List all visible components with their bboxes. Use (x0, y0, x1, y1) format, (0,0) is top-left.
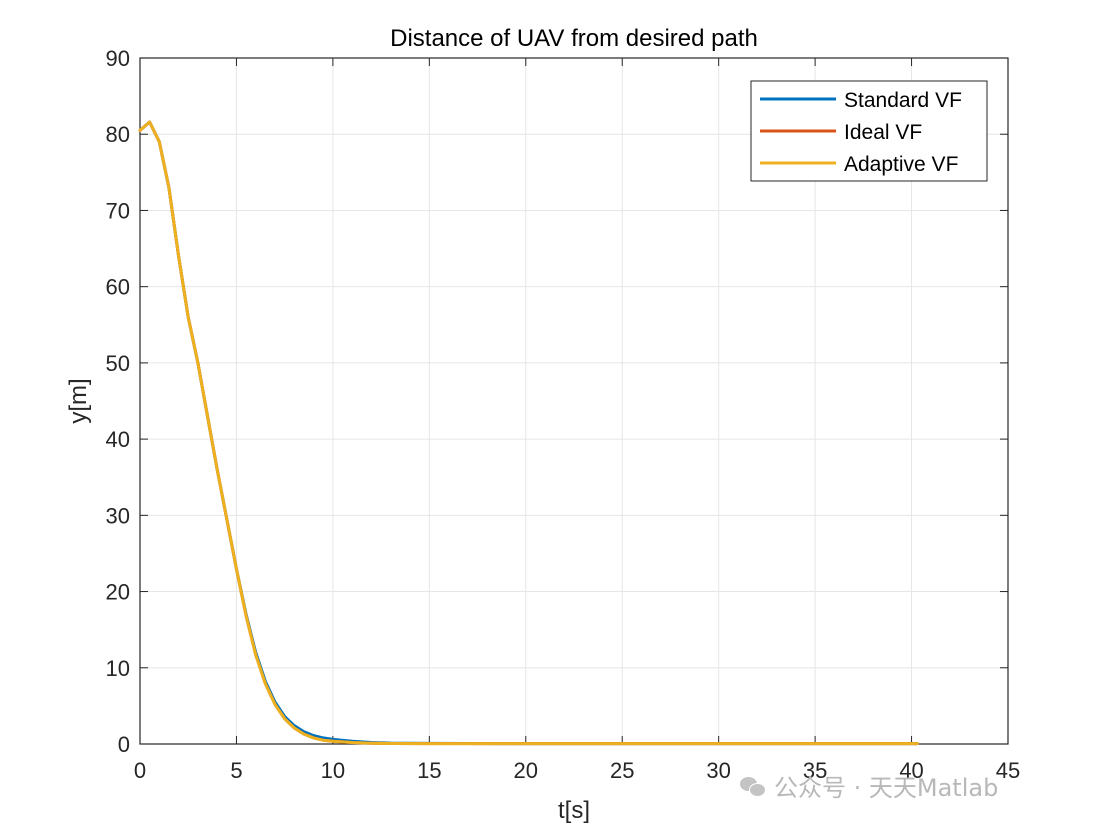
legend-label-standard-vf: Standard VF (844, 89, 962, 112)
watermark-text: 公众号 · 天天Matlab (774, 774, 999, 802)
y-tick-label: 80 (106, 122, 130, 147)
x-tick-label: 5 (230, 758, 242, 783)
legend: Standard VF Ideal VF Adaptive VF (750, 80, 988, 182)
y-tick-label: 50 (106, 351, 130, 376)
series-lines (138, 120, 919, 746)
grid (140, 58, 1008, 744)
wechat-icon (740, 775, 766, 797)
x-tick-label: 15 (417, 758, 441, 783)
x-tick-label: 0 (134, 758, 146, 783)
x-tick-label: 35 (803, 758, 827, 783)
series-line-standard-vf (138, 120, 919, 746)
y-tick-label: 90 (106, 46, 130, 71)
y-tick-label: 30 (106, 503, 130, 528)
x-tick-label: 45 (996, 758, 1020, 783)
y-tick-label: 10 (106, 656, 130, 681)
x-axis-label: t[s] (558, 797, 590, 824)
legend-label-ideal-vf: Ideal VF (844, 121, 922, 144)
x-tick-label: 10 (321, 758, 345, 783)
chart-title: Distance of UAV from desired path (390, 25, 758, 52)
axis-ticks: 0 5 10 15 20 25 30 35 40 45 0 10 20 30 40 50 60 70 80 90 (106, 46, 1021, 783)
y-tick-label: 70 (106, 198, 130, 223)
y-axis-label: y[m] (65, 378, 92, 423)
legend-label-adaptive-vf: Adaptive VF (844, 153, 958, 176)
x-tick-label: 30 (706, 758, 730, 783)
series-line-adaptive-vf (138, 120, 919, 746)
x-tick-label: 40 (899, 758, 923, 783)
y-tick-label: 40 (106, 427, 130, 452)
y-tick-label: 20 (106, 580, 130, 605)
y-tick-label: 60 (106, 275, 130, 300)
watermark: 公众号 · 天天Matlab (740, 768, 998, 803)
x-tick-label: 25 (610, 758, 634, 783)
y-tick-label: 0 (118, 732, 130, 757)
x-tick-label: 20 (514, 758, 538, 783)
